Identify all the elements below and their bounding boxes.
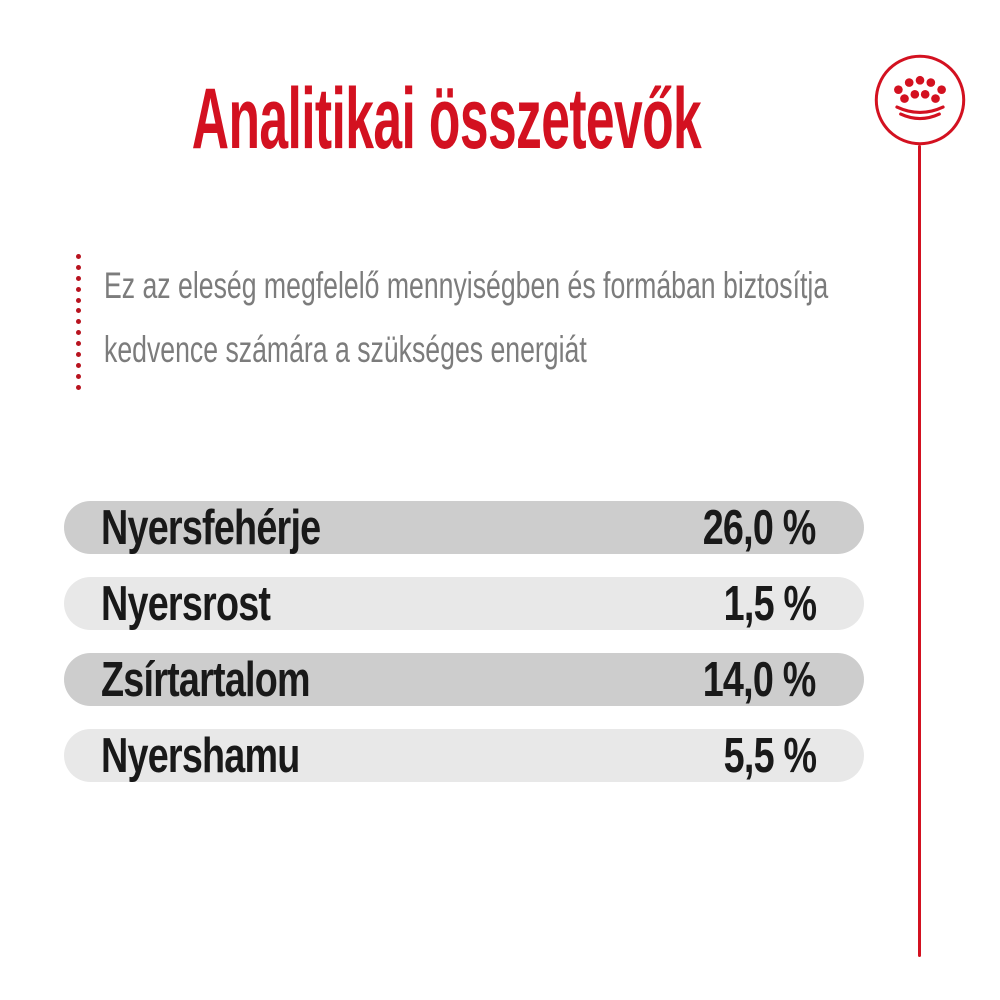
- royal-canin-crown-icon: [873, 53, 967, 147]
- dotted-accent-line: [76, 254, 81, 390]
- page-title: Analitikai összetevők: [191, 71, 701, 167]
- description-line-1: Ez az eleség megfelelő mennyiségben és f…: [104, 265, 829, 306]
- row-label: Nyersrost: [101, 576, 271, 631]
- row-label: Nyersfehérje: [101, 500, 321, 555]
- description-line-2: kedvence számára a szükséges energiát: [104, 328, 587, 370]
- title-container: Analitikai összetevők: [0, 76, 892, 162]
- table-row: Nyersrost 1,5 %: [64, 576, 864, 631]
- row-label: Zsírtartalom: [101, 652, 311, 707]
- vertical-accent-line: [918, 145, 921, 957]
- description-block: Ez az eleség megfelelő mennyiségben és f…: [76, 252, 1000, 390]
- row-value: 14,0 %: [703, 652, 817, 707]
- row-value: 5,5 %: [723, 728, 816, 783]
- row-label: Nyershamu: [101, 728, 300, 783]
- table-row: Nyersfehérje 26,0 %: [64, 500, 864, 555]
- description-text: Ez az eleség megfelelő mennyiségben és f…: [104, 254, 1000, 381]
- analytical-constituents-table: Nyersfehérje 26,0 % Nyersrost 1,5 % Zsír…: [64, 500, 864, 783]
- row-value: 1,5 %: [723, 576, 816, 631]
- table-row: Nyershamu 5,5 %: [64, 728, 864, 783]
- table-row: Zsírtartalom 14,0 %: [64, 652, 864, 707]
- row-value: 26,0 %: [703, 500, 817, 555]
